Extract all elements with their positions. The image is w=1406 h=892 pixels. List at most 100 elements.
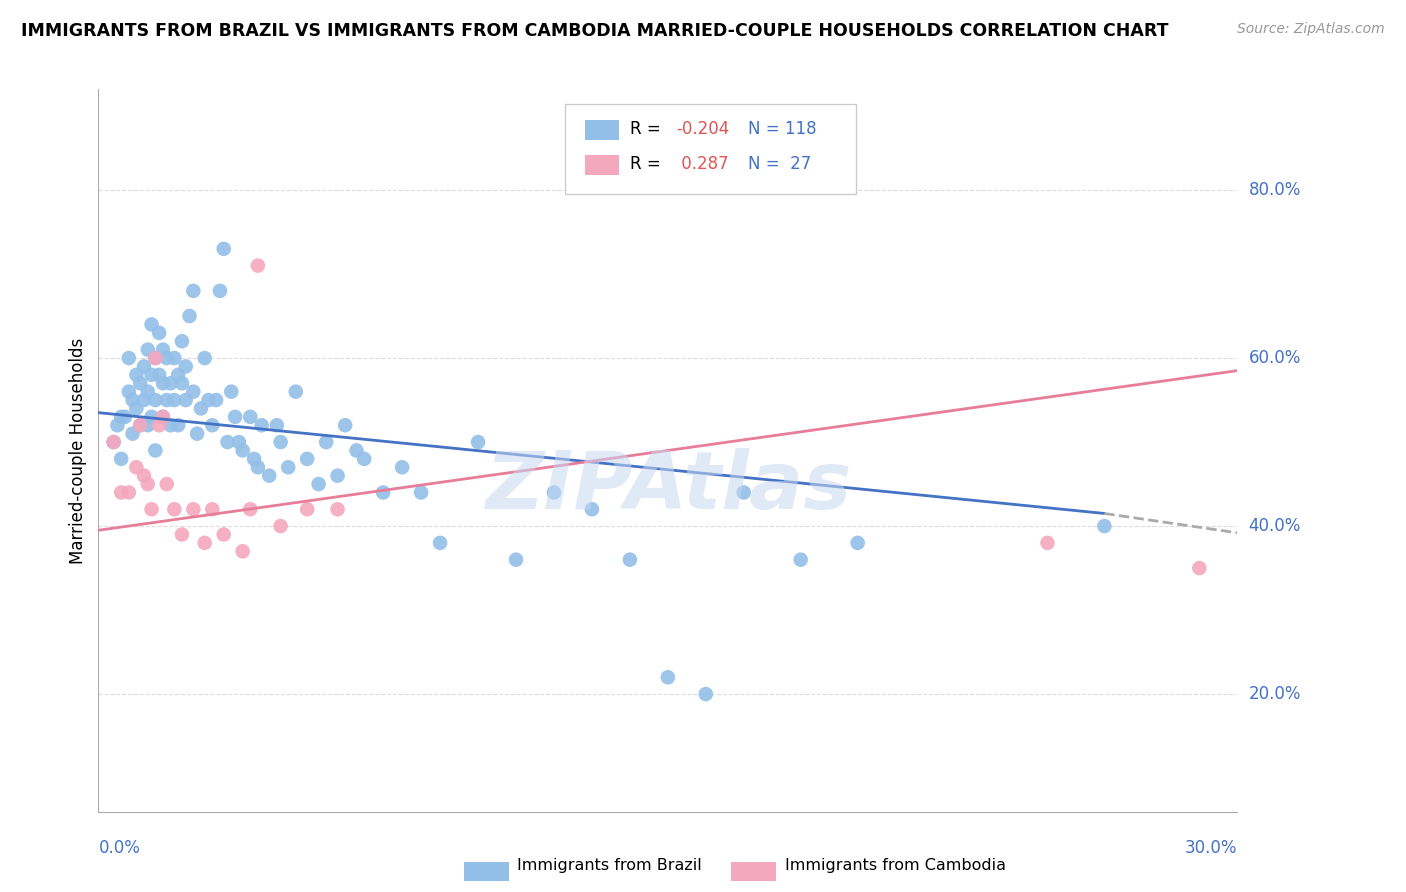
Point — [141, 368, 163, 382]
Point — [808, 166, 831, 180]
Point — [194, 351, 217, 365]
Point — [1094, 519, 1116, 533]
Point — [156, 477, 179, 491]
Point — [208, 284, 231, 298]
Point — [429, 536, 451, 550]
Point — [174, 392, 197, 407]
Point — [163, 392, 186, 407]
Text: 0.287: 0.287 — [676, 155, 728, 173]
Point — [152, 343, 174, 357]
Point — [1036, 536, 1059, 550]
Point — [152, 409, 174, 424]
Point — [217, 435, 239, 450]
Point — [246, 460, 269, 475]
Text: 40.0%: 40.0% — [1249, 517, 1301, 535]
Point — [141, 409, 163, 424]
Text: 20.0%: 20.0% — [1249, 685, 1301, 703]
Point — [232, 443, 254, 458]
Point — [201, 502, 224, 516]
Point — [170, 527, 193, 541]
Point — [543, 485, 565, 500]
Point — [194, 536, 217, 550]
Point — [141, 318, 163, 332]
Point — [201, 418, 224, 433]
Point — [186, 426, 208, 441]
Point — [353, 451, 375, 466]
Point — [695, 687, 717, 701]
Point — [846, 536, 869, 550]
Point — [657, 670, 679, 684]
Point — [315, 435, 337, 450]
Point — [346, 443, 368, 458]
FancyBboxPatch shape — [565, 103, 856, 194]
Point — [136, 384, 159, 399]
Point — [167, 368, 190, 382]
Point — [132, 392, 155, 407]
Point — [110, 451, 132, 466]
Point — [243, 451, 266, 466]
Point — [205, 392, 228, 407]
Point — [148, 418, 170, 433]
Text: IMMIGRANTS FROM BRAZIL VS IMMIGRANTS FROM CAMBODIA MARRIED-COUPLE HOUSEHOLDS COR: IMMIGRANTS FROM BRAZIL VS IMMIGRANTS FRO… — [21, 22, 1168, 40]
Point — [221, 384, 243, 399]
Point — [270, 435, 292, 450]
FancyBboxPatch shape — [585, 155, 619, 175]
Point — [132, 359, 155, 374]
Point — [239, 502, 262, 516]
Point — [129, 418, 152, 433]
Point — [179, 309, 201, 323]
Point — [114, 409, 136, 424]
Point — [297, 451, 319, 466]
Point — [103, 435, 125, 450]
Point — [1188, 561, 1211, 575]
Point — [246, 259, 269, 273]
Text: N =  27: N = 27 — [748, 155, 811, 173]
Point — [266, 418, 288, 433]
Text: Source: ZipAtlas.com: Source: ZipAtlas.com — [1237, 22, 1385, 37]
Point — [270, 519, 292, 533]
Point — [145, 351, 167, 365]
Point — [118, 384, 141, 399]
Point — [156, 351, 179, 365]
Point — [121, 426, 143, 441]
Point — [156, 392, 179, 407]
Point — [326, 502, 349, 516]
Point — [326, 468, 349, 483]
Point — [284, 384, 307, 399]
Point — [118, 351, 141, 365]
Point — [103, 435, 125, 450]
Point — [183, 384, 205, 399]
Text: 80.0%: 80.0% — [1249, 181, 1301, 199]
Point — [239, 409, 262, 424]
Text: 60.0%: 60.0% — [1249, 349, 1301, 367]
Point — [107, 418, 129, 433]
Point — [505, 552, 527, 566]
Text: N = 118: N = 118 — [748, 120, 817, 138]
Point — [132, 468, 155, 483]
Point — [152, 409, 174, 424]
Point — [228, 435, 250, 450]
Point — [163, 502, 186, 516]
Point — [148, 368, 170, 382]
Point — [308, 477, 330, 491]
Point — [581, 502, 603, 516]
Point — [125, 460, 148, 475]
Point — [110, 485, 132, 500]
Point — [129, 418, 152, 433]
Y-axis label: Married-couple Households: Married-couple Households — [69, 337, 87, 564]
Point — [121, 392, 143, 407]
Point — [197, 392, 219, 407]
Point — [619, 552, 641, 566]
Point — [136, 343, 159, 357]
Point — [136, 477, 159, 491]
Point — [145, 392, 167, 407]
Point — [411, 485, 433, 500]
Point — [335, 418, 357, 433]
Point — [790, 552, 813, 566]
Point — [212, 527, 235, 541]
Point — [212, 242, 235, 256]
Point — [110, 409, 132, 424]
Point — [297, 502, 319, 516]
Text: Immigrants from Brazil: Immigrants from Brazil — [517, 858, 702, 872]
Point — [159, 376, 181, 391]
